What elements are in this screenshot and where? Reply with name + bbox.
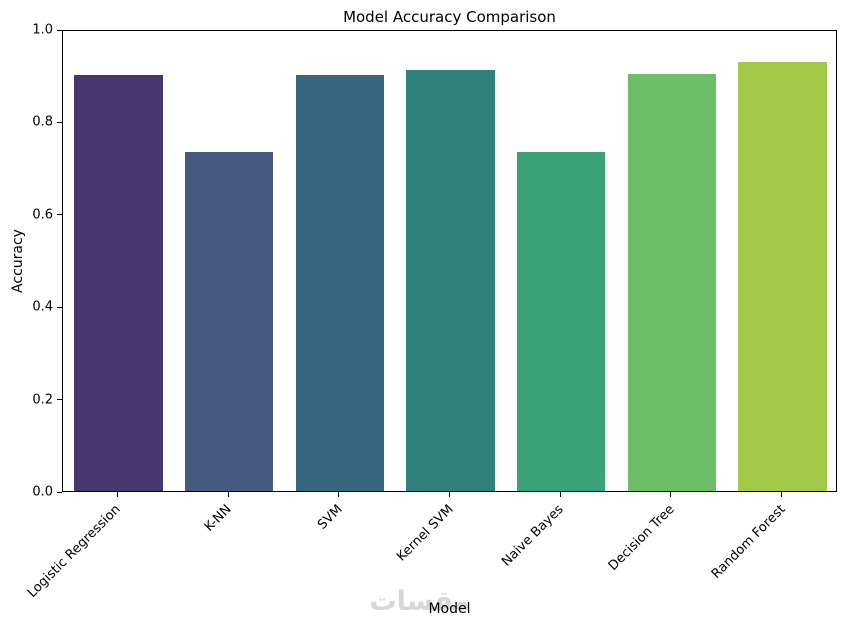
y-tick-label: 0.6	[32, 207, 53, 223]
y-tick-label: 1.0	[32, 22, 53, 38]
y-tick-label: 0.0	[32, 484, 53, 500]
bar-svm	[295, 75, 385, 491]
x-tick-mark	[670, 492, 672, 497]
x-tick-mark	[338, 492, 340, 497]
y-axis-label: Accuracy	[10, 229, 26, 293]
x-tick-mark	[781, 492, 783, 497]
x-tick-mark	[559, 492, 561, 497]
y-tick-label: 0.2	[32, 392, 53, 408]
bar-logistic-regression	[74, 75, 163, 491]
chart-title: Model Accuracy Comparison	[343, 8, 556, 26]
y-tick-mark	[57, 399, 62, 401]
bar-decision-tree	[627, 74, 717, 491]
y-tick-label: 0.8	[32, 114, 53, 130]
y-tick-mark	[57, 214, 62, 216]
y-tick-mark	[57, 29, 62, 31]
x-tick-mark	[227, 492, 229, 497]
y-tick-mark	[57, 491, 62, 493]
x-tick-mark	[449, 492, 450, 497]
bar-naive-bayes	[516, 152, 606, 491]
y-tick-mark	[57, 306, 62, 308]
plot-area	[62, 30, 837, 492]
y-tick-label: 0.4	[32, 299, 53, 315]
y-tick-mark	[57, 121, 62, 123]
bar-kernel-svm	[406, 70, 495, 491]
x-tick-mark	[116, 492, 118, 497]
bar-k-nn	[184, 152, 274, 491]
bar-random-forest	[738, 61, 827, 491]
x-axis-label: Model	[428, 601, 471, 617]
